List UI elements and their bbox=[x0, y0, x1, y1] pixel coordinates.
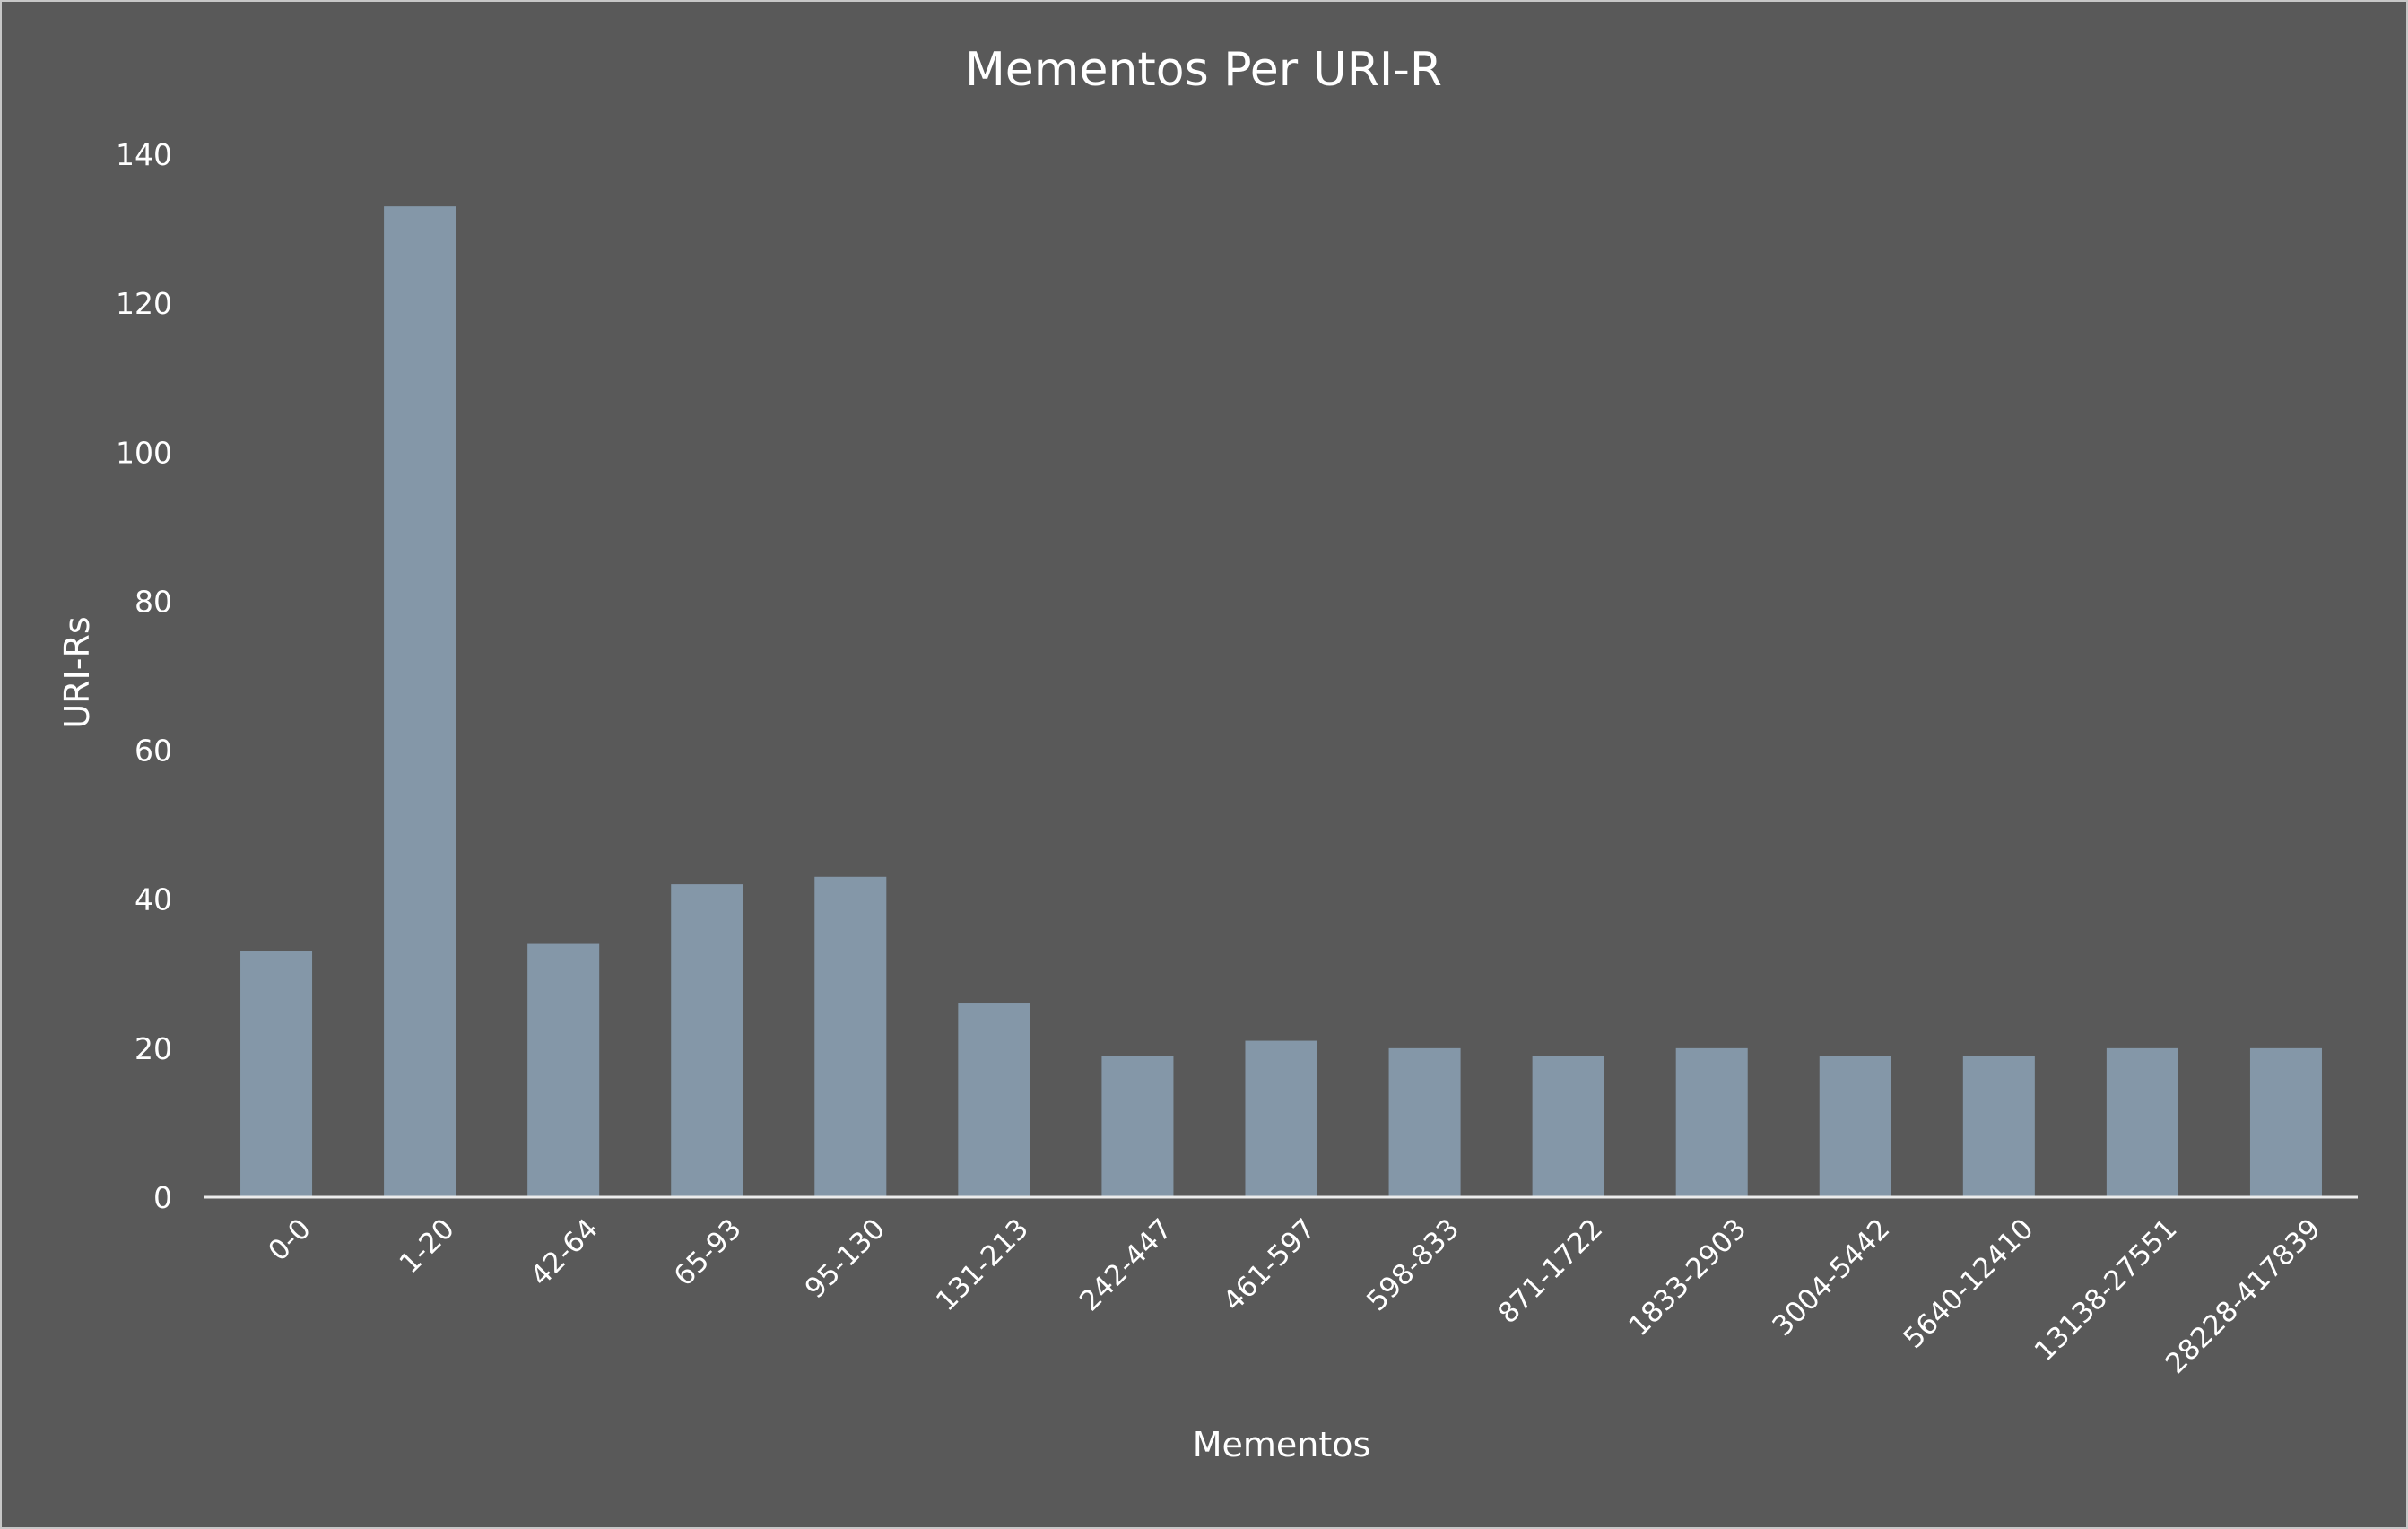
x-tick-label: 461-597 bbox=[1217, 1212, 1322, 1317]
x-tick-label: 28228-417839 bbox=[2160, 1212, 2327, 1380]
bar bbox=[240, 951, 313, 1197]
bar bbox=[1962, 1056, 2035, 1197]
x-tick-label: 95-130 bbox=[799, 1212, 891, 1305]
x-tick-label: 871-1722 bbox=[1491, 1212, 1609, 1330]
x-tick-label: 13138-27551 bbox=[2029, 1212, 2184, 1368]
y-tick-label: 120 bbox=[116, 286, 172, 321]
x-tick-label: 65-93 bbox=[668, 1212, 748, 1292]
bar bbox=[1388, 1047, 1461, 1197]
y-tick-label: 100 bbox=[116, 435, 172, 470]
chart-title: Mementos Per URI-R bbox=[965, 43, 1442, 97]
bar bbox=[2249, 1047, 2322, 1197]
x-tick-label: 1-20 bbox=[394, 1212, 461, 1280]
bar bbox=[2106, 1047, 2178, 1197]
y-axis-title: URI-Rs bbox=[57, 616, 97, 728]
x-tick-label: 0-0 bbox=[262, 1212, 317, 1267]
x-axis-title: Mementos bbox=[1193, 1425, 1371, 1464]
y-tick-label: 60 bbox=[135, 734, 172, 769]
x-tick-label: 5640-12410 bbox=[1898, 1212, 2040, 1355]
bar bbox=[1675, 1047, 1748, 1197]
y-tick-label: 40 bbox=[135, 882, 172, 917]
y-tick-label: 80 bbox=[135, 584, 172, 619]
bar bbox=[384, 206, 456, 1197]
x-tick-label: 1833-2903 bbox=[1622, 1212, 1752, 1342]
x-tick-label: 3004-5442 bbox=[1766, 1212, 1896, 1342]
bar bbox=[814, 876, 887, 1197]
x-tick-label: 131-213 bbox=[930, 1212, 1035, 1317]
bar bbox=[1101, 1056, 1174, 1197]
bar bbox=[527, 943, 600, 1197]
bar bbox=[671, 884, 743, 1197]
y-tick-label: 0 bbox=[153, 1180, 172, 1215]
y-tick-label: 20 bbox=[135, 1031, 172, 1066]
bar bbox=[958, 1003, 1030, 1197]
y-axis: 0 20 40 60 80 100 120 140 bbox=[116, 137, 172, 1215]
x-tick-label: 242-447 bbox=[1074, 1212, 1178, 1317]
bar bbox=[1245, 1040, 1317, 1197]
x-axis: 0-0 1-20 42-64 65-93 95-130 131-213 242-447 461… bbox=[262, 1212, 2326, 1380]
y-tick-label: 140 bbox=[116, 137, 172, 172]
x-tick-label: 42-64 bbox=[525, 1212, 604, 1292]
x-tick-label: 598-833 bbox=[1360, 1212, 1465, 1317]
bar bbox=[1819, 1056, 1891, 1197]
bars bbox=[240, 206, 2322, 1197]
bar bbox=[1532, 1056, 1604, 1197]
